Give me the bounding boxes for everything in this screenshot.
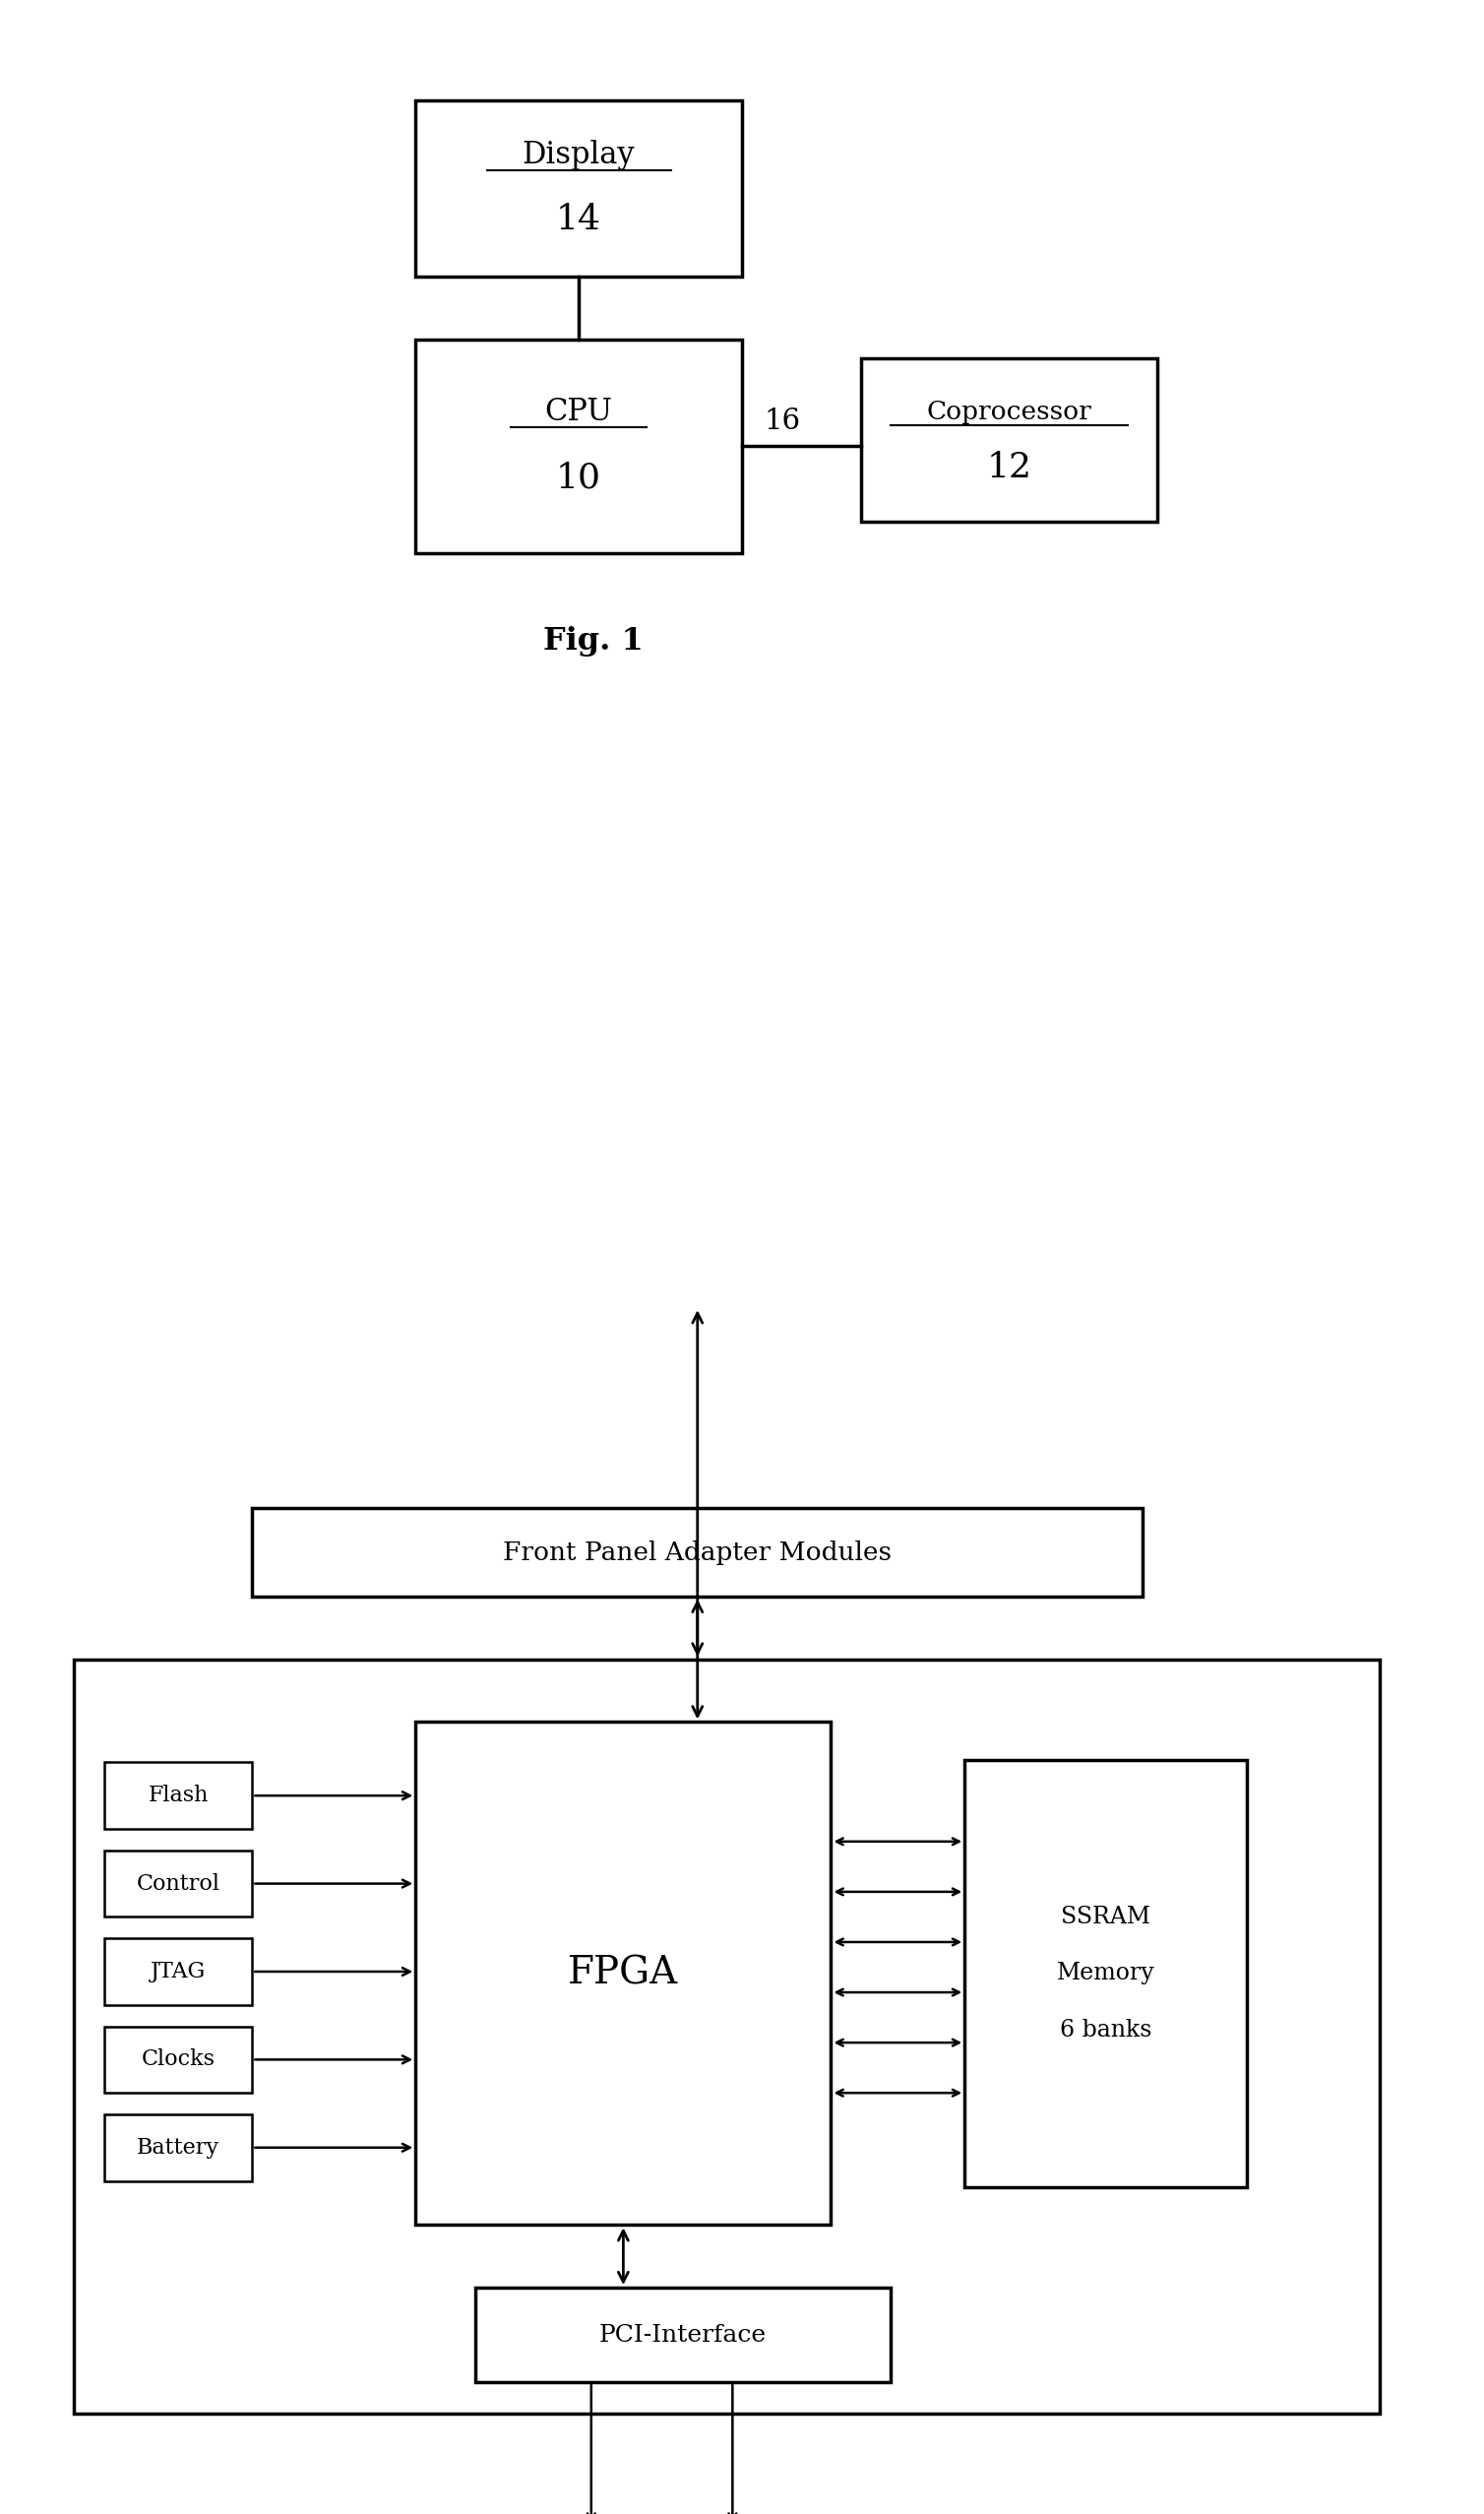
Text: Flash: Flash bbox=[148, 1785, 208, 1808]
FancyBboxPatch shape bbox=[104, 2026, 252, 2092]
Text: Fig. 1: Fig. 1 bbox=[543, 626, 644, 656]
Text: 10: 10 bbox=[556, 460, 601, 495]
FancyBboxPatch shape bbox=[475, 2288, 890, 2383]
FancyBboxPatch shape bbox=[74, 1659, 1380, 2413]
FancyBboxPatch shape bbox=[416, 101, 742, 277]
Text: CPU: CPU bbox=[545, 397, 613, 427]
Text: 12: 12 bbox=[987, 450, 1031, 485]
Text: Coprocessor: Coprocessor bbox=[926, 400, 1092, 425]
Text: Display: Display bbox=[522, 138, 635, 171]
FancyBboxPatch shape bbox=[965, 1760, 1247, 2187]
Text: 14: 14 bbox=[556, 204, 601, 236]
Text: Front Panel Adapter Modules: Front Panel Adapter Modules bbox=[503, 1541, 892, 1564]
Text: JTAG: JTAG bbox=[150, 1961, 206, 1984]
Text: Control: Control bbox=[137, 1873, 220, 1896]
FancyBboxPatch shape bbox=[416, 339, 742, 553]
Text: PCI-Interface: PCI-Interface bbox=[600, 2323, 766, 2346]
FancyBboxPatch shape bbox=[104, 2114, 252, 2180]
FancyBboxPatch shape bbox=[104, 1850, 252, 1918]
FancyBboxPatch shape bbox=[104, 1762, 252, 1830]
FancyBboxPatch shape bbox=[416, 1722, 831, 2225]
Text: Battery: Battery bbox=[137, 2137, 220, 2160]
Text: SSRAM: SSRAM bbox=[1061, 1906, 1150, 1928]
FancyBboxPatch shape bbox=[104, 1938, 252, 2006]
Text: 16: 16 bbox=[764, 407, 801, 435]
Text: 6 banks: 6 banks bbox=[1060, 2019, 1152, 2041]
FancyBboxPatch shape bbox=[252, 1508, 1143, 1596]
Text: FPGA: FPGA bbox=[568, 1956, 678, 1991]
Text: Clocks: Clocks bbox=[141, 2049, 215, 2072]
FancyBboxPatch shape bbox=[861, 360, 1158, 523]
Text: Memory: Memory bbox=[1057, 1961, 1155, 1986]
